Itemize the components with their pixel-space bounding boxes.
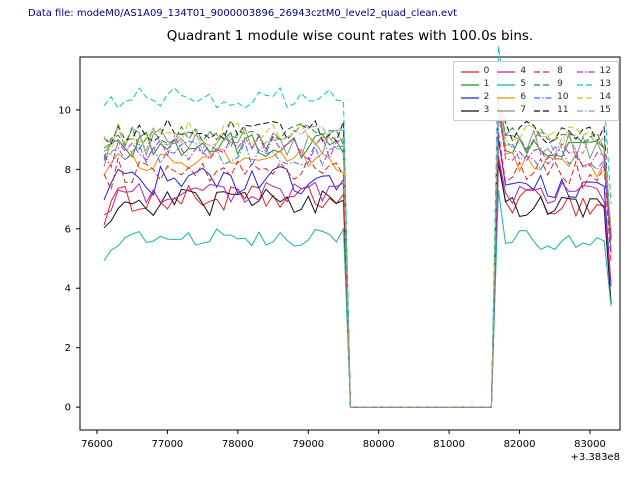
legend-line-sample (460, 70, 479, 73)
legend-line-sample (460, 109, 479, 112)
legend-line-sample (534, 83, 553, 86)
legend-entry-3: 3 (460, 104, 490, 117)
legend-label: 5 (520, 79, 527, 89)
legend-entry-10: 10 (534, 91, 569, 104)
legend-line-sample (576, 96, 595, 99)
series-line-2 (103, 138, 612, 408)
legend-entry-1: 1 (460, 78, 490, 91)
legend-line-sample (460, 96, 479, 99)
x-tick-label: 79000 (292, 439, 324, 450)
legend-label: 0 (483, 66, 490, 76)
legend-label: 11 (557, 105, 569, 115)
y-tick-label: 8 (65, 165, 71, 176)
y-tick-label: 10 (58, 105, 71, 116)
legend-label: 12 (599, 66, 611, 76)
legend-label: 8 (557, 66, 563, 76)
legend-line-sample (534, 96, 553, 99)
datafile-label: Data file: modeM0/AS1A09_134T01_90000038… (28, 8, 458, 19)
legend-label: 3 (483, 105, 490, 115)
legend-entry-0: 0 (460, 65, 490, 78)
series-line-3 (103, 163, 612, 408)
legend-line-sample (534, 109, 553, 112)
series-line-15 (103, 100, 612, 408)
legend-entry-14: 14 (576, 91, 611, 104)
series-line-11 (103, 97, 612, 408)
legend-line-sample (497, 96, 516, 99)
legend-label: 4 (520, 66, 527, 76)
legend-label: 7 (520, 105, 527, 115)
series-line-0 (103, 157, 612, 408)
legend-entry-12: 12 (576, 65, 611, 78)
axes-frame (79, 56, 621, 431)
series-line-5 (103, 189, 612, 408)
legend-label: 2 (483, 92, 490, 102)
x-tick-label: 83000 (574, 439, 606, 450)
legend: 0 1 2 3 4 5 6 7 8 9 10 11 12 13 14 15 (452, 61, 619, 121)
x-tick-label: 78000 (222, 439, 254, 450)
y-tick-label: 4 (65, 284, 71, 295)
legend-entry-7: 7 (497, 104, 526, 117)
legend-label: 1 (483, 79, 490, 89)
legend-line-sample (497, 83, 516, 86)
legend-line-sample (534, 70, 553, 73)
legend-label: 15 (599, 105, 611, 115)
legend-entry-13: 13 (576, 78, 611, 91)
y-tick-label: 0 (65, 403, 71, 414)
series-line-10 (103, 119, 612, 408)
legend-line-sample (576, 70, 595, 73)
legend-entry-9: 9 (534, 78, 568, 91)
legend-label: 6 (520, 92, 527, 102)
legend-entry-2: 2 (460, 91, 490, 104)
legend-line-sample (497, 109, 516, 112)
legend-entry-8: 8 (534, 65, 568, 78)
y-tick-label: 2 (65, 343, 71, 354)
x-tick-label: 76000 (81, 439, 113, 450)
legend-line-sample (460, 83, 479, 86)
legend-line-sample (576, 109, 595, 112)
legend-entry-4: 4 (497, 65, 526, 78)
x-axis-offset-label: +3.383e8 (570, 452, 620, 463)
legend-line-sample (497, 70, 516, 73)
x-tick-label: 82000 (504, 439, 536, 450)
x-tick-label: 81000 (433, 439, 465, 450)
series-line-6 (103, 110, 612, 408)
legend-label: 9 (557, 79, 563, 89)
chart-title: Quadrant 1 module wise count rates with … (166, 28, 534, 44)
legend-label: 14 (599, 92, 611, 102)
legend-entry-5: 5 (497, 78, 526, 91)
y-tick-label: 6 (65, 224, 71, 235)
legend-entry-11: 11 (534, 104, 569, 117)
x-tick-label: 80000 (363, 439, 395, 450)
legend-label: 10 (557, 92, 569, 102)
series-line-12 (103, 104, 612, 408)
series-line-9 (103, 101, 612, 408)
legend-line-sample (576, 83, 595, 86)
series-line-8 (103, 132, 612, 408)
legend-entry-6: 6 (497, 91, 526, 104)
x-tick-label: 77000 (151, 439, 183, 450)
legend-entry-15: 15 (576, 104, 611, 117)
legend-label: 13 (599, 79, 611, 89)
